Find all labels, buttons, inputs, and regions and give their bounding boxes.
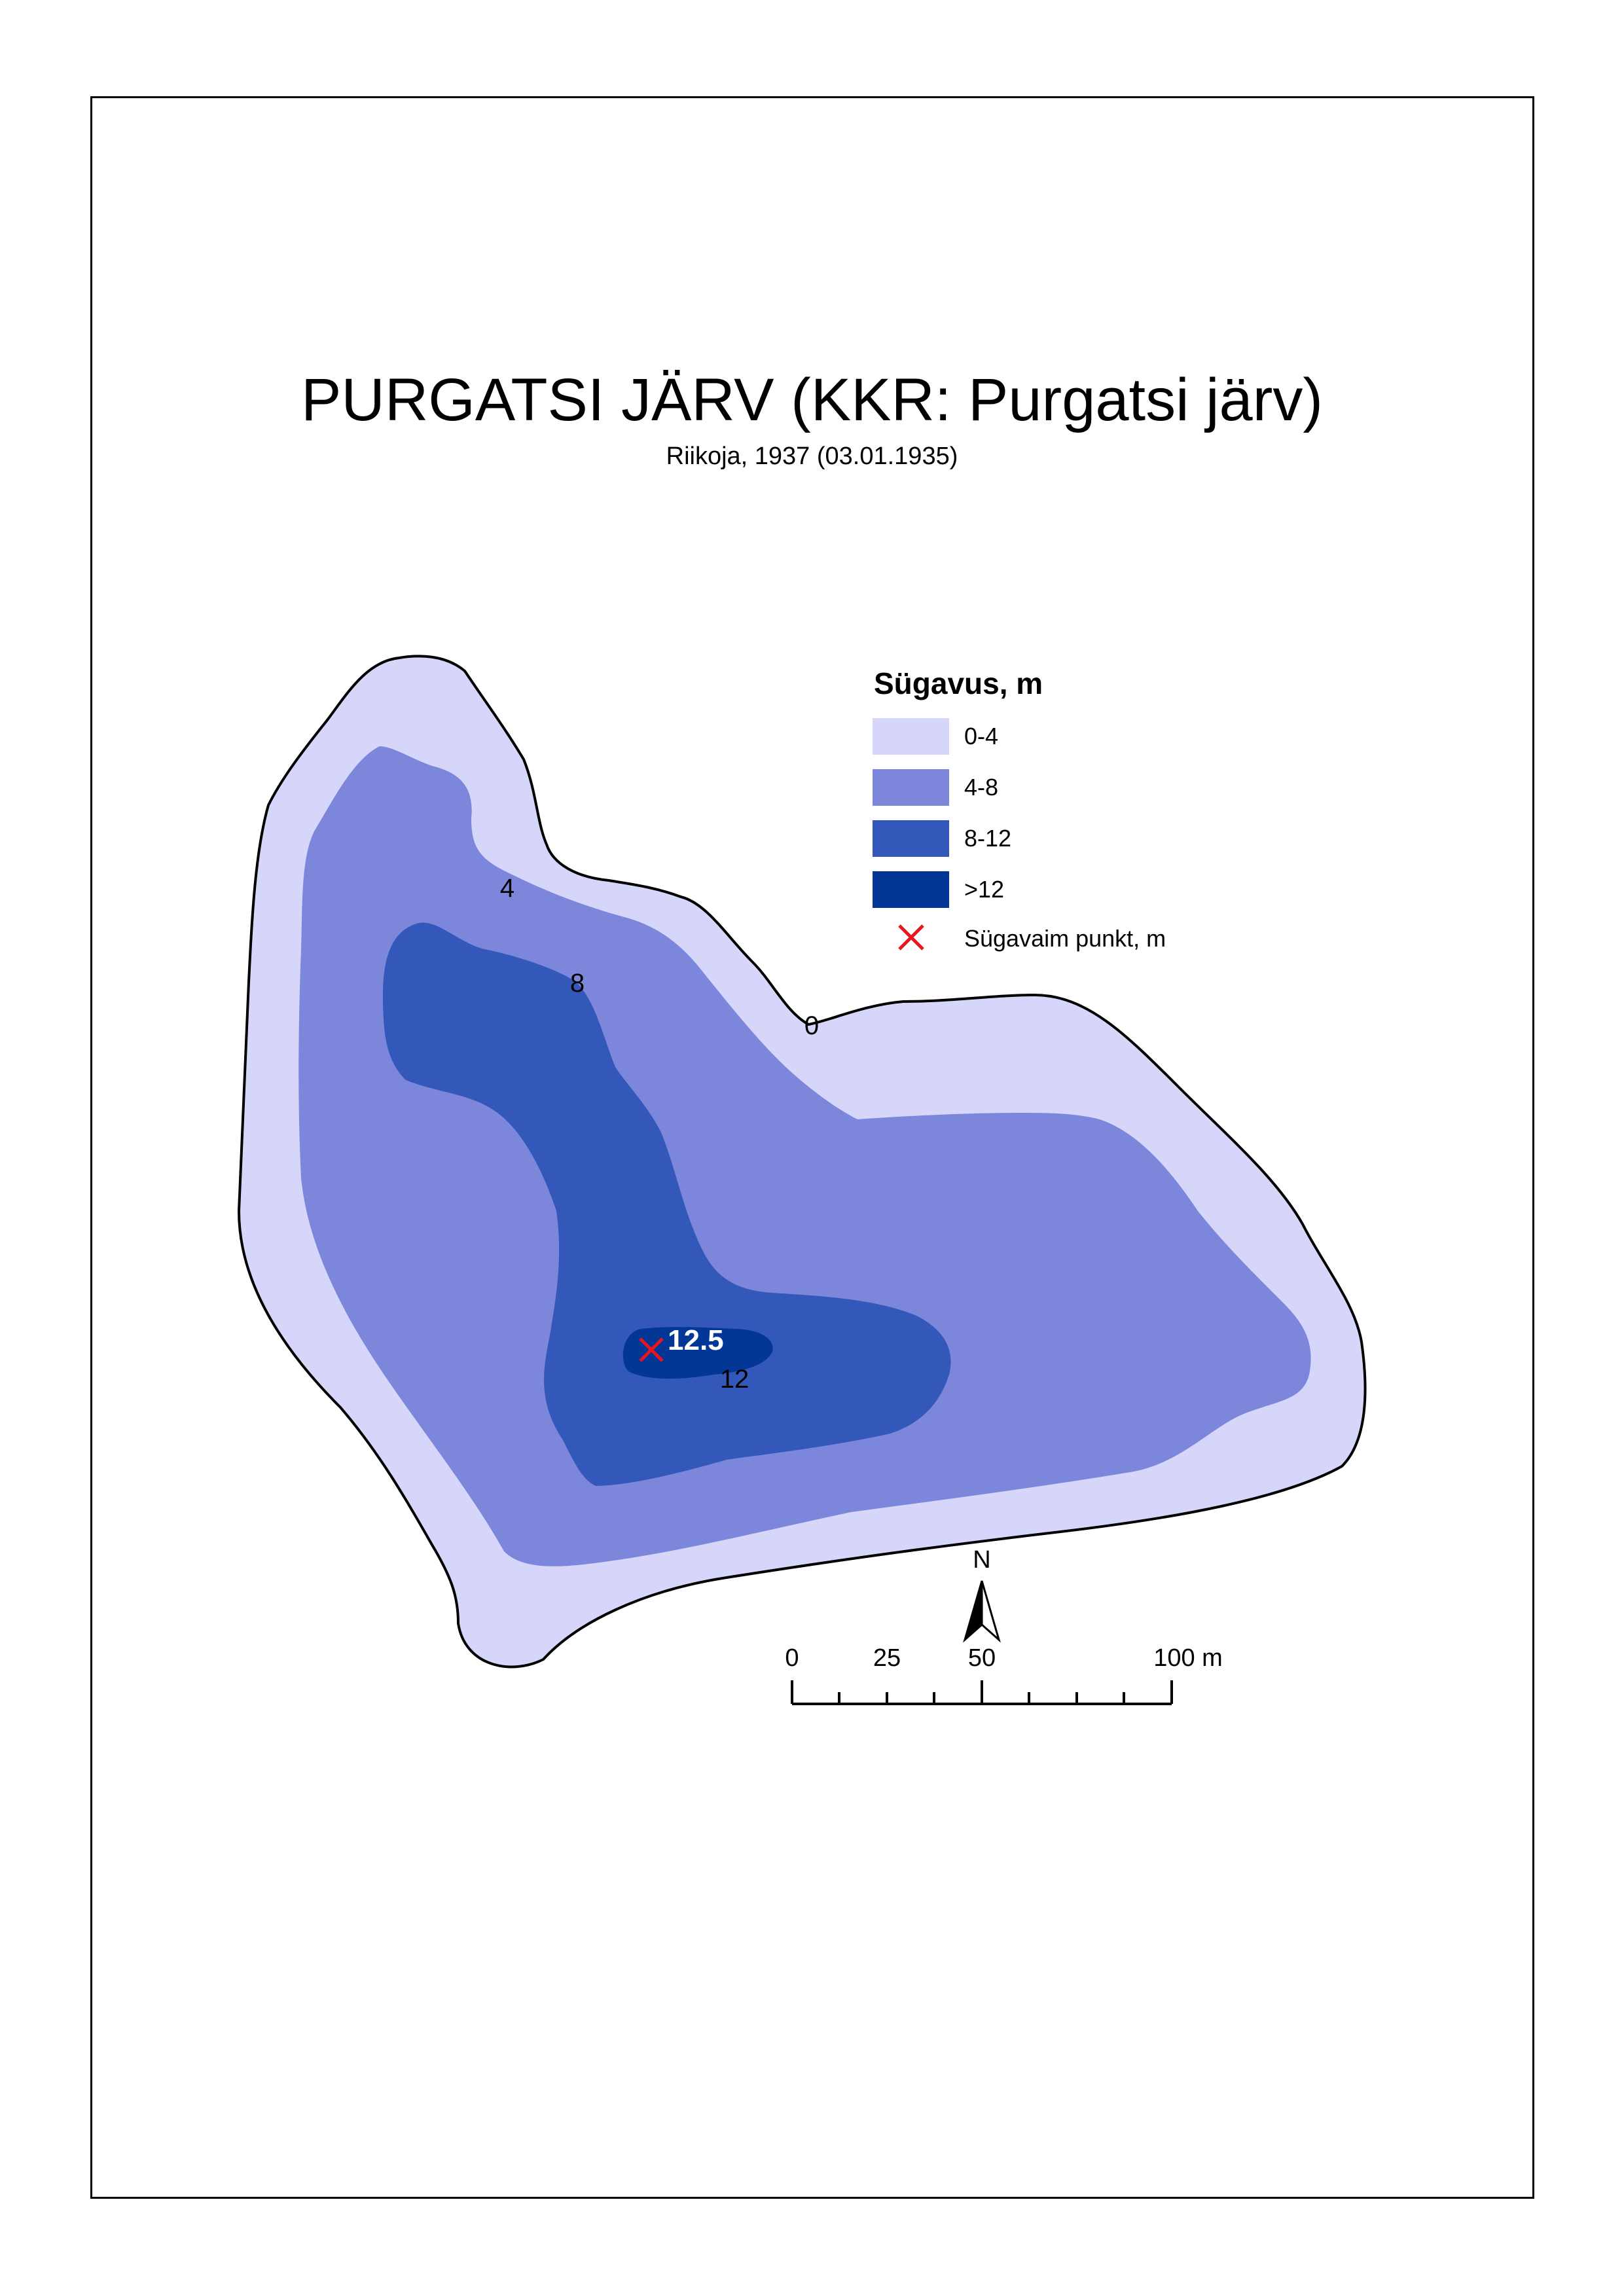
depth-zone-8-12 — [383, 922, 951, 1486]
legend-label: >12 — [964, 876, 1004, 903]
scale-label: 50 — [968, 1644, 996, 1672]
deepest-point-value: 12.5 — [668, 1324, 724, 1356]
map-frame — [90, 96, 1534, 2199]
north-arrow-label: N — [973, 1546, 990, 1574]
legend-label: 4-8 — [964, 774, 998, 801]
contour-label: 4 — [500, 874, 514, 903]
legend: Sügavus, m 0-4 4-8 8-12 >12 Sügavaim pun… — [873, 666, 1166, 952]
scale-bar: 0 25 50 100 m — [785, 1644, 1223, 1705]
legend-deepest-point-icon — [898, 924, 924, 950]
legend-swatch-gt-12 — [873, 871, 949, 908]
contour-label: 8 — [570, 969, 585, 998]
legend-label: 8-12 — [964, 825, 1011, 852]
north-arrow-icon: N — [963, 1546, 1001, 1643]
map-subtitle: Riikoja, 1937 (03.01.1935) — [666, 443, 958, 470]
contour-label: 0 — [804, 1011, 819, 1040]
legend-swatch-4-8 — [873, 769, 949, 806]
legend-swatch-8-12 — [873, 820, 949, 857]
legend-swatch-0-4 — [873, 718, 949, 755]
legend-title: Sügavus, m — [874, 666, 1043, 700]
scale-label: 0 — [785, 1644, 799, 1672]
legend-label: 0-4 — [964, 723, 998, 750]
scale-label: 25 — [873, 1644, 901, 1672]
contour-label: 12 — [720, 1365, 749, 1394]
scale-label: 100 m — [1153, 1644, 1223, 1672]
deepest-point-marker — [639, 1337, 664, 1362]
legend-label: Sügavaim punkt, m — [964, 925, 1166, 952]
map-title: PURGATSI JÄRV (KKR: Purgatsi järv) — [301, 367, 1323, 433]
